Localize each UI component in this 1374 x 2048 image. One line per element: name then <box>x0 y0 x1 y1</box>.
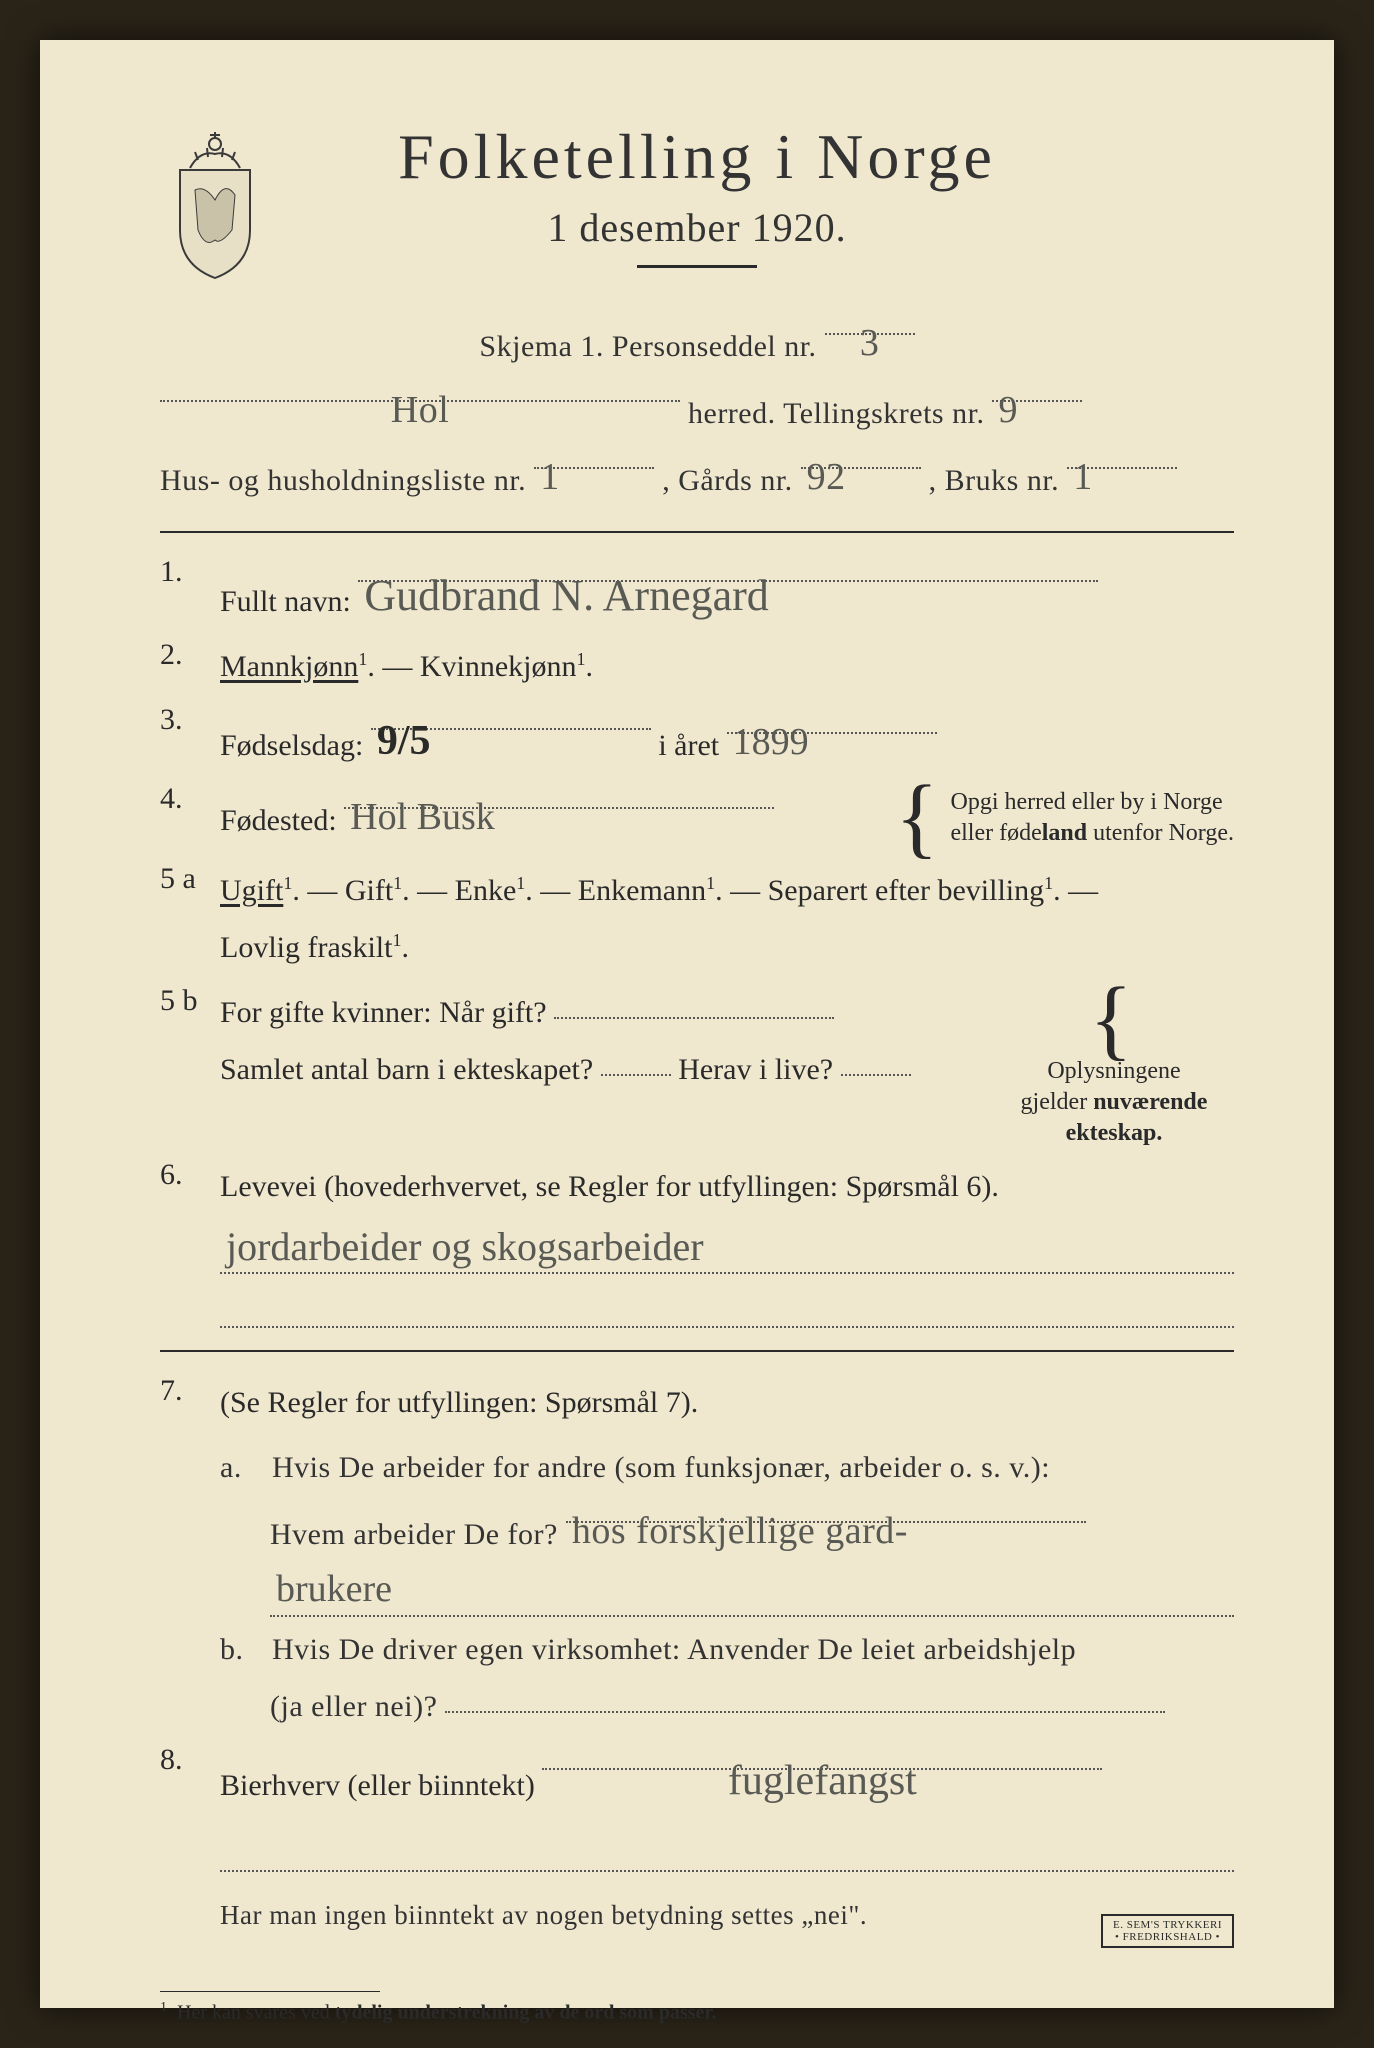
q7-label: (Se Regler for utfyllingen: Spørsmål 7). <box>220 1386 698 1419</box>
q8: 8. Bierhverv (eller biinntekt) fuglefang… <box>160 1743 1234 1814</box>
q5a-gift: Gift <box>345 874 393 907</box>
q7a-letter: a. <box>220 1439 264 1496</box>
q5a-fraskilt: Lovlig fraskilt <box>220 931 392 964</box>
q7a-text: Hvis De arbeider for andre (som funksjon… <box>272 1451 1050 1484</box>
herred-value: Hol <box>385 374 456 446</box>
husliste-nr: 1 <box>534 441 566 513</box>
q8-label: Bierhverv (eller biinntekt) <box>220 1769 535 1802</box>
q5a-num: 5 a <box>160 862 220 896</box>
brace-icon: { <box>1089 984 1132 1056</box>
brace-icon: { <box>895 782 938 854</box>
q5b-label3: Herav i live? <box>678 1053 833 1086</box>
q6-value-line: jordarbeider og skogsarbeider <box>220 1223 1234 1274</box>
q6-label: Levevei (hovederhvervet, se Regler for u… <box>220 1170 999 1203</box>
q2-kvinne: Kvinnekjønn <box>420 650 577 683</box>
q5a-ugift: Ugift <box>220 874 283 907</box>
q8-value: fuglefangst <box>722 1742 923 1822</box>
q8-num: 8. <box>160 1743 220 1777</box>
q6-value: jordarbeider og skogsarbeider <box>220 1223 710 1270</box>
q2-dash: — <box>382 650 420 683</box>
herred-label: herred. Tellingskrets nr. <box>688 397 984 430</box>
q1-num: 1. <box>160 555 220 589</box>
husliste-line: Hus- og husholdningsliste nr. 1 , Gårds … <box>160 442 1234 509</box>
coat-of-arms-icon <box>160 130 270 280</box>
q7a: a. Hvis De arbeider for andre (som funks… <box>220 1439 1234 1496</box>
q3-num: 3. <box>160 703 220 737</box>
header: Folketelling i Norge 1 desember 1920. <box>160 120 1234 268</box>
q8-line2 <box>220 1822 1234 1872</box>
q2-sup1: 1 <box>358 649 367 669</box>
q7-num: 7. <box>160 1374 220 1408</box>
q3: 3. Fødselsdag: 9/5 i året 1899 <box>160 703 1234 774</box>
q7a-value-line2: brukere <box>270 1567 1234 1617</box>
tellingskrets-nr: 9 <box>992 374 1024 446</box>
q5b-label2: Samlet antal barn i ekteskapet? <box>220 1053 593 1086</box>
q7a-q: Hvem arbeider De for? hos forskjellige g… <box>270 1496 1234 1563</box>
q3-day: 9/5 <box>371 702 437 782</box>
q5b-label1: For gifte kvinner: Når gift? <box>220 996 547 1029</box>
q5a-enkemann: Enkemann <box>578 874 706 907</box>
page-title: Folketelling i Norge <box>160 120 1234 194</box>
q1-label: Fullt navn: <box>220 585 351 618</box>
q4: 4. Fødested: Hol Busk { Opgi herred elle… <box>160 782 1234 854</box>
q1: 1. Fullt navn: Gudbrand N. Arnegard <box>160 555 1234 630</box>
q3-label: Fødselsdag: <box>220 729 363 762</box>
census-form-page: Folketelling i Norge 1 desember 1920. Sk… <box>40 40 1334 2008</box>
q5a: 5 a Ugift1. — Gift1. — Enke1. — Enkemann… <box>160 862 1234 976</box>
divider-2 <box>160 1350 1234 1352</box>
q4-value: Hol Busk <box>344 781 501 853</box>
q5b-sidenote: { Oplysningene gjelder nuværende ekteska… <box>994 984 1234 1150</box>
gards-label: , Gårds nr. <box>662 464 792 497</box>
q1-value: Gudbrand N. Arnegard <box>358 554 774 638</box>
q6-num: 6. <box>160 1158 220 1192</box>
q6-value-line2 <box>220 1278 1234 1328</box>
page-subtitle: 1 desember 1920. <box>160 204 1234 251</box>
title-rule <box>637 265 757 268</box>
bruks-nr: 1 <box>1067 441 1099 513</box>
herred-line: Hol herred. Tellingskrets nr. 9 <box>160 375 1234 442</box>
q6: 6. Levevei (hovederhvervet, se Regler fo… <box>160 1158 1234 1215</box>
printer-stamp: E. SEM'S TRYKKERI • FREDRIKSHALD • <box>1101 1914 1234 1948</box>
q2-num: 2. <box>160 638 220 672</box>
q7b-text: Hvis De driver egen virksomhet: Anvender… <box>272 1633 1076 1666</box>
q7b-q: (ja eller nei)? <box>270 1678 1234 1735</box>
footnote-num: 1 <box>160 2000 167 2015</box>
skjema-line: Skjema 1. Personseddel nr. 3 <box>160 308 1234 375</box>
q3-mid: i året <box>658 729 719 762</box>
gards-nr: 92 <box>801 441 852 513</box>
q5a-separert: Separert efter bevilling <box>768 874 1045 907</box>
skjema-label: Skjema 1. Personseddel nr. <box>479 330 816 363</box>
q7b: b. Hvis De driver egen virksomhet: Anven… <box>220 1621 1234 1678</box>
q4-num: 4. <box>160 782 220 816</box>
q3-year: 1899 <box>727 706 815 778</box>
q5a-enke: Enke <box>455 874 517 907</box>
q2-mann: Mannkjønn <box>220 650 358 683</box>
footnote-rule <box>160 1991 380 1992</box>
husliste-label: Hus- og husholdningsliste nr. <box>160 464 526 497</box>
footnote: 1 Her kan svares ved tydelig understrekn… <box>160 1991 1234 2025</box>
q5b-num: 5 b <box>160 984 220 1018</box>
q7a-value1: hos forskjellige gard- <box>566 1495 914 1567</box>
q7b-letter: b. <box>220 1621 264 1678</box>
q4-label: Fødested: <box>220 804 337 837</box>
q5b: 5 b For gifte kvinner: Når gift? Samlet … <box>160 984 1234 1150</box>
divider-1 <box>160 531 1234 533</box>
q4-sidenote: { Opgi herred eller by i Norge eller fød… <box>895 782 1234 854</box>
q7a-value2: brukere <box>270 1567 398 1611</box>
tail-note: Har man ingen biinntekt av nogen betydni… <box>220 1890 1234 1941</box>
q2: 2. Mannkjønn1. — Kvinnekjønn1. <box>160 638 1234 695</box>
bruks-label: , Bruks nr. <box>929 464 1060 497</box>
q7: 7. (Se Regler for utfyllingen: Spørsmål … <box>160 1374 1234 1431</box>
personseddel-nr: 3 <box>854 307 886 379</box>
